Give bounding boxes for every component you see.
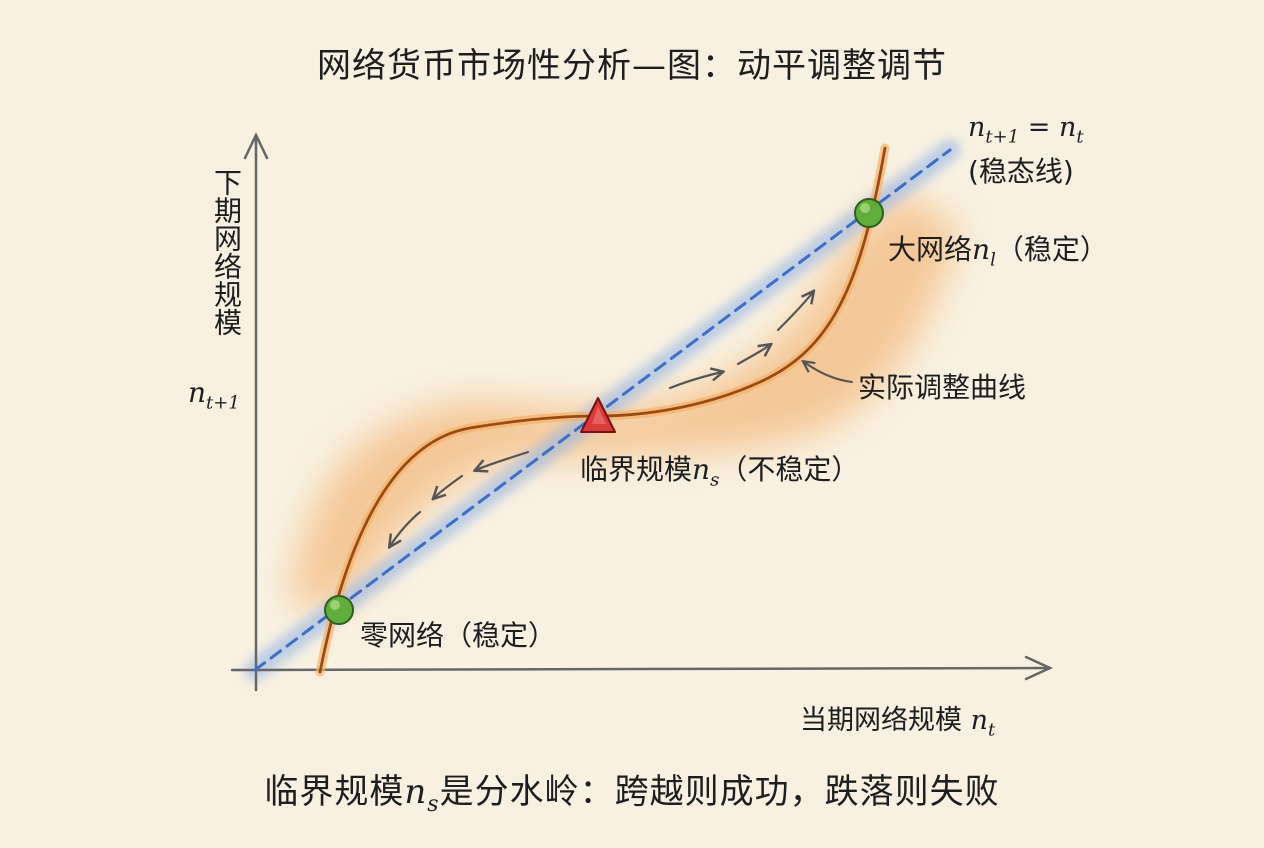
eq-left-sub: t+1 bbox=[985, 126, 1020, 148]
eq-mid: = n bbox=[1019, 112, 1077, 143]
flow-arrows-up bbox=[668, 292, 813, 390]
critical-mass-text: 临界规模 bbox=[580, 453, 693, 486]
large-network-math: n bbox=[972, 233, 991, 266]
x-axis-text: 当期网络规模 bbox=[800, 705, 962, 736]
y-axis-sub: t+1 bbox=[206, 392, 240, 414]
critical-mass-sub: s bbox=[710, 469, 720, 491]
zero-network-label: 零网络（稳定） bbox=[360, 619, 557, 652]
caption-math: n bbox=[404, 772, 428, 812]
chart-title: 网络货币市场性分析—图：动平调整调节 bbox=[317, 46, 947, 86]
caption-pre: 临界规模 bbox=[264, 772, 405, 812]
zero-network-point bbox=[324, 595, 354, 625]
curve-wash bbox=[290, 190, 960, 608]
y-axis-label: 下期网络规模 bbox=[210, 168, 243, 336]
critical-mass-triangle bbox=[580, 397, 616, 433]
steady-state-label: (稳态线) bbox=[968, 155, 1074, 188]
eq-left: n bbox=[968, 112, 986, 143]
x-axis bbox=[230, 655, 1054, 681]
x-axis-n: n bbox=[970, 705, 988, 736]
critical-mass-status: （不稳定） bbox=[719, 453, 860, 486]
caption-sub: s bbox=[427, 791, 440, 817]
curve-label-pointer bbox=[804, 362, 853, 383]
large-network-text: 大网络 bbox=[888, 233, 973, 266]
large-network-sub: l bbox=[990, 249, 996, 271]
steady-state-equation: nt+1 = nt bbox=[968, 112, 1084, 147]
steady-state-line bbox=[253, 148, 952, 672]
large-network-status: （稳定） bbox=[995, 233, 1108, 266]
caption-post: 是分水岭：跨越则成功，跌落则失败 bbox=[439, 772, 1000, 812]
conclusion-caption: 临界规模ns是分水岭：跨越则成功，跌落则失败 bbox=[0, 764, 1264, 817]
x-axis-label: 当期网络规模 nt bbox=[800, 698, 995, 740]
x-axis-sub: t bbox=[987, 719, 996, 741]
flow-arrows-down bbox=[390, 450, 530, 546]
eq-right-sub: t bbox=[1076, 126, 1084, 148]
y-axis-n: n bbox=[188, 376, 207, 409]
curve-label: 实际调整曲线 bbox=[858, 371, 1027, 404]
large-network-label: 大网络nl（稳定） bbox=[888, 228, 1108, 271]
critical-mass-math: n bbox=[692, 453, 711, 486]
critical-mass-label: 临界规模ns（不稳定） bbox=[580, 448, 859, 491]
y-axis-math: nt+1 bbox=[188, 376, 240, 414]
large-network-point bbox=[854, 198, 884, 228]
y-axis bbox=[243, 132, 269, 692]
